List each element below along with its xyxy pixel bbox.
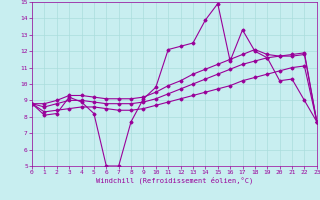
X-axis label: Windchill (Refroidissement éolien,°C): Windchill (Refroidissement éolien,°C) <box>96 177 253 184</box>
